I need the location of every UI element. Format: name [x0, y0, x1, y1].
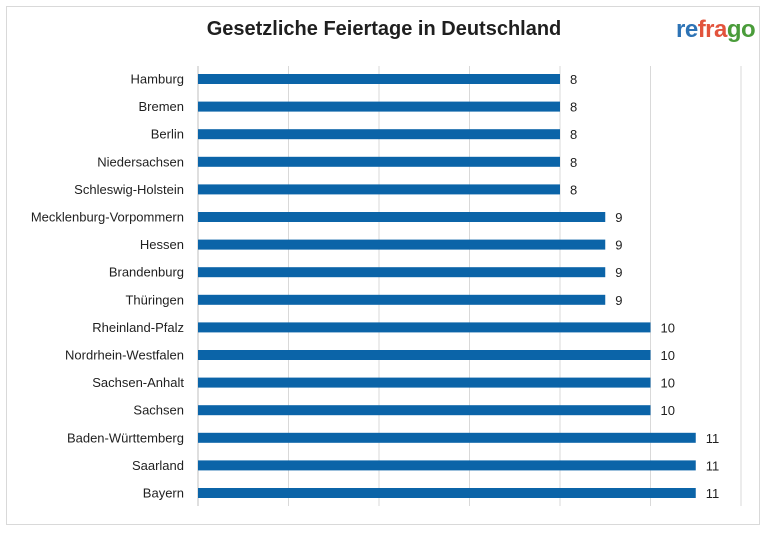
bar: [198, 405, 651, 416]
logo-part-1: re: [676, 16, 698, 43]
value-label: 9: [615, 293, 622, 308]
category-label: Saarland: [132, 458, 184, 473]
value-label: 9: [615, 238, 622, 253]
bar: [198, 184, 560, 195]
bar: [198, 74, 560, 84]
category-label: Sachsen-Anhalt: [92, 375, 184, 390]
bar: [198, 377, 651, 388]
value-label: 10: [661, 376, 675, 391]
bar: [198, 239, 606, 250]
category-label: Berlin: [151, 127, 184, 142]
category-labels: Hamburg Bremen Berlin Niedersachsen Schleswi…: [31, 72, 185, 501]
bar: [198, 350, 651, 360]
category-label: Niedersachsen: [97, 154, 184, 169]
category-label: Bremen: [138, 99, 184, 114]
category-label: Hessen: [140, 237, 184, 252]
category-label: Sachsen: [133, 403, 184, 418]
value-label: 8: [570, 182, 577, 197]
category-label: Schleswig-Holstein: [74, 182, 184, 197]
bar: [198, 267, 606, 278]
category-label: Mecklenburg-Vorpommern: [31, 210, 184, 225]
chart-title: Gesetzliche Feiertage in Deutschland: [206, 18, 562, 40]
bar: [198, 460, 696, 471]
bar: [198, 212, 606, 222]
value-label: 8: [570, 72, 577, 87]
bar: [198, 432, 696, 443]
category-label: Bayern: [143, 486, 184, 501]
bar: [198, 101, 560, 112]
logo-part-2: fra: [697, 16, 728, 43]
logo-part-3: go: [726, 16, 756, 43]
value-label: 8: [570, 155, 577, 170]
bar: [198, 129, 560, 140]
value-label: 11: [706, 431, 720, 446]
value-label: 11: [706, 458, 720, 473]
bar: [198, 156, 560, 167]
value-label: 11: [706, 486, 720, 501]
value-label: 9: [615, 265, 622, 280]
value-label: 9: [615, 210, 622, 225]
value-label: 10: [661, 320, 675, 335]
category-label: Nordrhein-Westfalen: [65, 348, 184, 363]
value-label: 10: [661, 348, 675, 363]
value-label: 10: [661, 403, 675, 418]
value-labels: 8 8 8 8 8 9 9 9 9 10 10 10 10 11 11 11: [570, 72, 719, 501]
category-label: Hamburg: [131, 72, 184, 87]
category-label: Thüringen: [125, 292, 184, 307]
value-label: 8: [570, 127, 577, 142]
gridlines: [197, 66, 742, 506]
refrago-logo: refrago: [676, 16, 756, 44]
bar: [198, 294, 606, 305]
category-label: Brandenburg: [109, 265, 184, 280]
value-label: 8: [570, 100, 577, 115]
category-label: Rheinland-Pfalz: [92, 320, 184, 335]
bars: [198, 74, 696, 498]
bar: [198, 322, 651, 333]
category-label: Baden-Württemberg: [67, 430, 184, 445]
bar: [198, 488, 696, 498]
